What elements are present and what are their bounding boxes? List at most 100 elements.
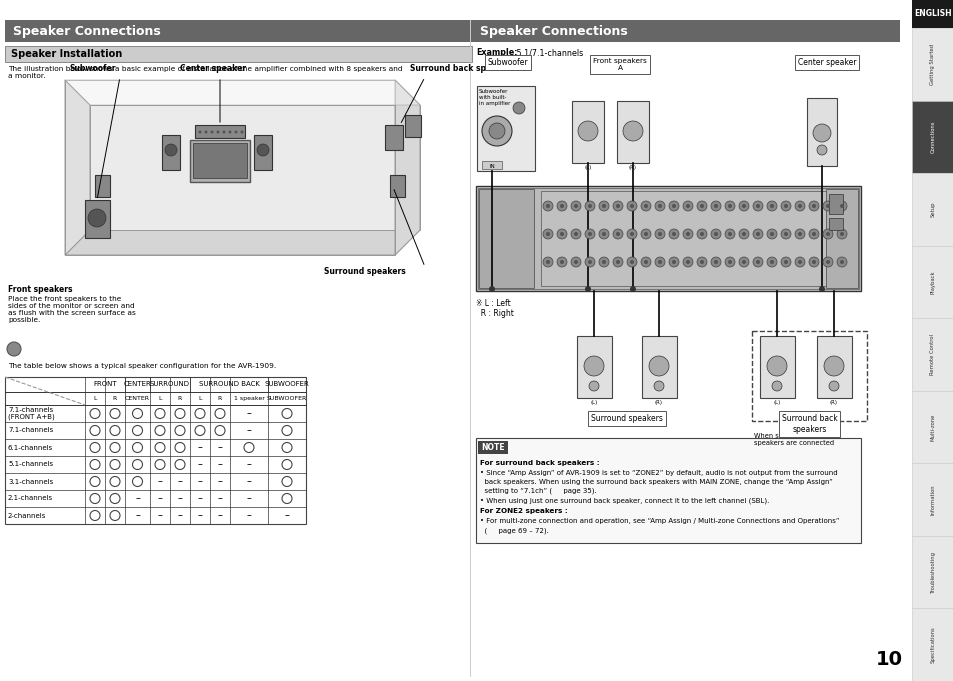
Bar xyxy=(405,115,420,137)
Bar xyxy=(641,336,677,398)
Circle shape xyxy=(578,121,598,141)
Text: Front speakers
A: Front speakers A xyxy=(593,58,646,71)
Circle shape xyxy=(489,123,504,139)
Text: (R): (R) xyxy=(829,400,837,405)
Bar xyxy=(476,186,861,291)
Circle shape xyxy=(643,232,647,236)
Text: 7.1-channels: 7.1-channels xyxy=(8,428,53,434)
Circle shape xyxy=(808,201,818,211)
Text: 2-channels: 2-channels xyxy=(8,513,47,518)
Circle shape xyxy=(794,257,804,267)
Text: For surround back speakers :: For surround back speakers : xyxy=(479,460,599,466)
Text: Subwoofer
with built-
in amplifier: Subwoofer with built- in amplifier xyxy=(478,89,510,106)
Circle shape xyxy=(559,232,563,236)
Circle shape xyxy=(574,260,578,264)
Circle shape xyxy=(658,232,661,236)
Circle shape xyxy=(685,232,689,236)
Circle shape xyxy=(583,356,603,376)
Circle shape xyxy=(559,204,563,208)
Bar xyxy=(477,441,507,454)
Text: Front speakers: Front speakers xyxy=(8,285,72,294)
Circle shape xyxy=(797,204,801,208)
Text: Place the front speakers to the
sides of the monitor or screen and
as flush with: Place the front speakers to the sides of… xyxy=(8,296,135,323)
Bar xyxy=(572,101,603,163)
Circle shape xyxy=(648,356,668,376)
Text: –: – xyxy=(246,426,252,436)
Circle shape xyxy=(613,201,622,211)
Text: For ZONE2 speakers :: For ZONE2 speakers : xyxy=(479,508,567,514)
Circle shape xyxy=(613,229,622,239)
Text: –: – xyxy=(246,460,252,469)
Text: (L): (L) xyxy=(773,400,780,405)
Text: SUBWOOFER: SUBWOOFER xyxy=(267,396,307,401)
Circle shape xyxy=(741,204,745,208)
Text: L: L xyxy=(158,396,162,401)
Circle shape xyxy=(710,257,720,267)
Circle shape xyxy=(616,204,619,208)
Circle shape xyxy=(658,204,661,208)
Text: –: – xyxy=(246,409,252,419)
Text: When surround back
speakers are connected: When surround back speakers are connecte… xyxy=(753,433,833,446)
Circle shape xyxy=(816,145,826,155)
Circle shape xyxy=(769,204,773,208)
Circle shape xyxy=(724,201,734,211)
Text: L: L xyxy=(93,396,96,401)
Text: R: R xyxy=(112,396,117,401)
Circle shape xyxy=(766,229,776,239)
Bar xyxy=(577,336,612,398)
Text: –: – xyxy=(246,511,252,520)
Bar xyxy=(911,608,953,681)
Circle shape xyxy=(781,201,790,211)
Bar xyxy=(911,0,953,28)
Circle shape xyxy=(574,204,578,208)
Text: –: – xyxy=(197,460,202,469)
Text: –: – xyxy=(157,511,162,520)
Text: Subwoofer: Subwoofer xyxy=(70,64,116,73)
Circle shape xyxy=(574,232,578,236)
Text: (L): (L) xyxy=(590,400,597,405)
Circle shape xyxy=(825,260,829,264)
Text: NOTE: NOTE xyxy=(480,443,504,452)
Circle shape xyxy=(629,232,634,236)
Text: Specifications: Specifications xyxy=(929,627,935,663)
Circle shape xyxy=(713,232,718,236)
Bar xyxy=(828,194,842,214)
Bar xyxy=(472,20,899,42)
Text: Multi-zone: Multi-zone xyxy=(929,413,935,441)
Circle shape xyxy=(613,257,622,267)
Circle shape xyxy=(808,257,818,267)
Circle shape xyxy=(601,232,605,236)
Circle shape xyxy=(685,260,689,264)
Circle shape xyxy=(822,201,832,211)
Circle shape xyxy=(797,260,801,264)
Circle shape xyxy=(724,229,734,239)
Bar xyxy=(390,175,405,197)
Circle shape xyxy=(668,229,679,239)
Bar xyxy=(194,125,245,138)
Circle shape xyxy=(629,260,634,264)
Text: –: – xyxy=(177,511,182,520)
Text: 1 speaker: 1 speaker xyxy=(233,396,264,401)
Circle shape xyxy=(616,232,619,236)
Bar xyxy=(816,336,851,398)
Text: Surround speakers: Surround speakers xyxy=(324,267,405,276)
Circle shape xyxy=(545,232,550,236)
Circle shape xyxy=(797,232,801,236)
Circle shape xyxy=(836,257,846,267)
Circle shape xyxy=(836,201,846,211)
Text: –: – xyxy=(217,443,222,452)
Circle shape xyxy=(626,201,637,211)
Text: The table below shows a typical speaker configuration for the AVR-1909.: The table below shows a typical speaker … xyxy=(8,363,276,369)
Bar xyxy=(806,98,836,166)
Text: • Since “Amp Assign” of AVR-1909 is set to “ZONE2” by default, audio is not outp: • Since “Amp Assign” of AVR-1909 is set … xyxy=(479,470,837,476)
Circle shape xyxy=(724,257,734,267)
Circle shape xyxy=(825,232,829,236)
Bar xyxy=(540,191,855,286)
Bar xyxy=(85,200,110,238)
Text: FRONT: FRONT xyxy=(93,381,116,387)
Circle shape xyxy=(727,260,731,264)
Text: Surround back
speakers: Surround back speakers xyxy=(781,414,837,434)
Circle shape xyxy=(828,381,838,391)
Bar xyxy=(825,189,857,288)
Text: setting to “7.1ch” (     page 35).: setting to “7.1ch” ( page 35). xyxy=(479,488,597,494)
